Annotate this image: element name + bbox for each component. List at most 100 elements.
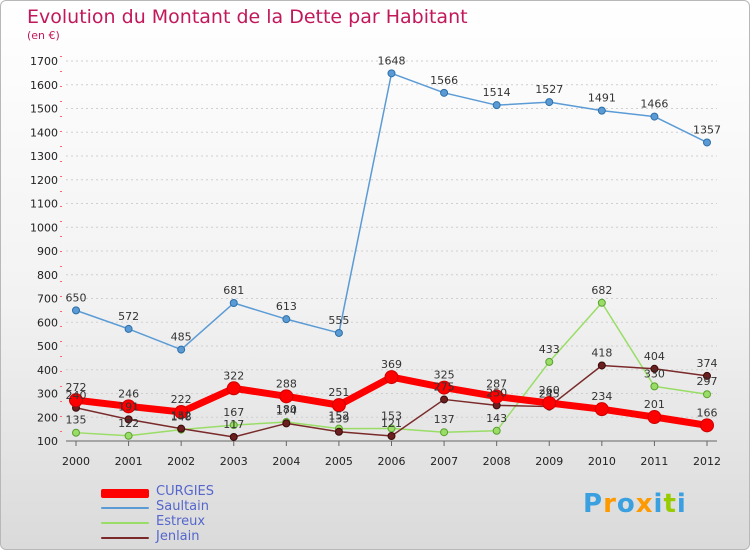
data-point-saultain [597,106,606,115]
x-tick-label: 2005 [325,455,353,468]
logo-letter: i [676,489,687,519]
legend-label-jenlain: Jenlain [156,529,200,544]
x-tick-label: 2008 [483,455,511,468]
data-label-jenlain: 121 [381,417,402,430]
x-tick-label: 2000 [62,455,90,468]
data-point-estreux [72,428,80,437]
chart-subtitle: (en €) [27,29,60,42]
data-point-jenlain [650,364,659,373]
data-label-saultain: 572 [118,310,139,323]
data-label-curgies: 246 [118,387,139,400]
data-point-curgies [594,402,609,417]
y-tick-label: 1100 [30,198,58,211]
logo-letter: o [616,489,636,519]
data-label-jenlain: 191 [118,400,139,413]
chart-title: Evolution du Montant de la Dette par Hab… [27,6,468,28]
data-label-curgies: 322 [223,369,244,382]
x-tick-label: 2011 [640,455,668,468]
data-point-jenlain [334,427,343,436]
y-tick-label: 200 [37,411,58,424]
data-point-saultain [282,315,291,324]
logo-letter: r [603,489,617,519]
data-point-jenlain [597,361,606,370]
y-tick-label: 1700 [30,55,58,68]
data-point-curgies [384,370,399,385]
data-label-saultain: 485 [171,331,192,344]
data-label-saultain: 1566 [430,74,458,87]
legend-label-estreux: Estreux [156,514,206,529]
data-label-estreux: 143 [486,412,507,425]
data-label-curgies: 201 [644,398,665,411]
legend-swatch-estreux [101,522,149,524]
logo-letter: x [635,489,654,519]
x-tick-label: 2012 [693,455,721,468]
data-label-curgies: 234 [591,390,612,403]
data-label-estreux: 148 [171,411,192,424]
data-label-saultain: 681 [223,284,244,297]
data-label-estreux: 152 [328,410,349,423]
data-label-curgies: 251 [328,386,349,399]
data-label-jenlain: 117 [223,418,244,431]
y-tick-label: 800 [37,269,58,282]
data-label-estreux: 180 [276,403,297,416]
data-label-saultain: 1648 [378,54,406,67]
data-point-saultain [72,306,80,315]
data-label-estreux: 135 [66,414,87,427]
data-label-curgies: 325 [434,369,455,382]
data-point-saultain [124,324,133,333]
data-label-saultain: 555 [328,314,349,327]
data-label-jenlain: 245 [539,388,560,401]
y-tick-label: 1200 [30,174,58,187]
y-tick-label: 500 [37,340,58,353]
y-tick-label: 400 [37,364,58,377]
y-tick-label: 1000 [30,221,58,234]
x-tick-label: 2002 [167,455,195,468]
data-label-jenlain: 139 [328,413,349,426]
data-label-saultain: 650 [66,291,87,304]
y-tick-label: 1500 [30,103,58,116]
data-label-estreux: 167 [223,406,244,419]
data-point-estreux [440,428,449,437]
x-tick-label: 2003 [220,455,248,468]
data-label-saultain: 1491 [588,92,616,105]
data-point-saultain [650,112,659,121]
data-label-jenlain: 174 [276,404,297,417]
data-point-estreux [492,426,501,435]
y-tick-label: 1300 [30,150,58,163]
data-point-estreux [703,390,711,399]
data-label-estreux: 122 [118,417,139,430]
x-tick-label: 2006 [378,455,406,468]
data-point-estreux [124,431,133,440]
data-label-curgies: 272 [66,381,87,394]
data-label-jenlain: 152 [171,410,192,423]
data-point-curgies [279,389,294,404]
data-label-saultain: 1514 [483,86,511,99]
data-point-saultain [229,299,238,308]
data-point-saultain [545,98,554,107]
data-point-jenlain [703,371,711,380]
data-label-saultain: 1527 [535,83,563,96]
x-tick-label: 2007 [430,455,458,468]
data-point-estreux [597,298,606,307]
legend-swatch-saultain [101,507,149,509]
data-label-jenlain: 240 [66,389,87,402]
data-label-estreux: 433 [539,343,560,356]
data-point-curgies [647,410,662,425]
data-point-curgies [331,398,346,413]
data-point-saultain [334,328,343,337]
data-point-jenlain [387,432,396,441]
x-tick-label: 2010 [588,455,616,468]
x-tick-label: 2004 [272,455,300,468]
logo-letter: t [663,489,677,519]
x-tick-label: 2001 [115,455,143,468]
legend-swatch-curgies [101,489,149,498]
proxiti-logo: Proxiti [583,489,687,519]
data-point-estreux [650,382,659,391]
data-point-jenlain [282,419,291,428]
y-tick-label: 300 [37,388,58,401]
data-point-estreux [387,424,396,433]
legend-label-saultain: Saultain [156,499,209,514]
data-point-saultain [177,345,186,354]
data-point-curgies [489,389,504,404]
